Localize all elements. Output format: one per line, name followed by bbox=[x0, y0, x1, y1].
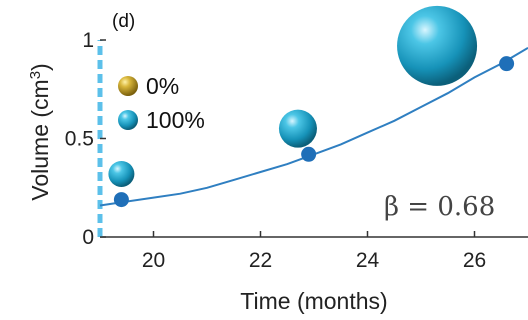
y-axis-title: Volume (cm3) bbox=[27, 63, 53, 200]
sphere-medium bbox=[278, 109, 317, 148]
panel-label: (d) bbox=[112, 11, 135, 32]
legend: 0% 100% bbox=[118, 73, 205, 133]
y-axis-title-main: Volume (cm bbox=[27, 79, 53, 200]
legend-swatch-gold bbox=[118, 76, 138, 96]
y-axis-title-end: ) bbox=[27, 63, 53, 71]
tumor-spheres bbox=[108, 5, 478, 187]
data-markers bbox=[113, 56, 515, 208]
x-tick-label-3: 26 bbox=[463, 249, 486, 272]
x-tick-label-0: 20 bbox=[142, 249, 165, 272]
data-point-2 bbox=[499, 56, 515, 72]
sphere-large bbox=[397, 5, 478, 86]
x-axis-title: Time (months) bbox=[240, 288, 387, 314]
data-point-0 bbox=[113, 192, 129, 208]
y-ticks: 00.51 bbox=[65, 29, 106, 249]
x-tick-label-2: 24 bbox=[356, 249, 380, 272]
y-axis-title-sup: 3 bbox=[27, 71, 44, 79]
y-tick-label-0: 0 bbox=[82, 226, 94, 249]
x-tick-label-1: 22 bbox=[249, 249, 272, 272]
sphere-small bbox=[108, 160, 135, 187]
x-ticks: 20 22 24 26 bbox=[142, 231, 486, 272]
data-point-1 bbox=[301, 146, 317, 162]
beta-annotation: β = 0.68 bbox=[384, 192, 495, 222]
legend-label-1: 100% bbox=[146, 107, 205, 133]
y-tick-label-2: 1 bbox=[82, 29, 94, 52]
y-tick-label-1: 0.5 bbox=[65, 128, 94, 151]
legend-swatch-blue bbox=[118, 110, 138, 130]
legend-label-0: 0% bbox=[146, 73, 179, 99]
